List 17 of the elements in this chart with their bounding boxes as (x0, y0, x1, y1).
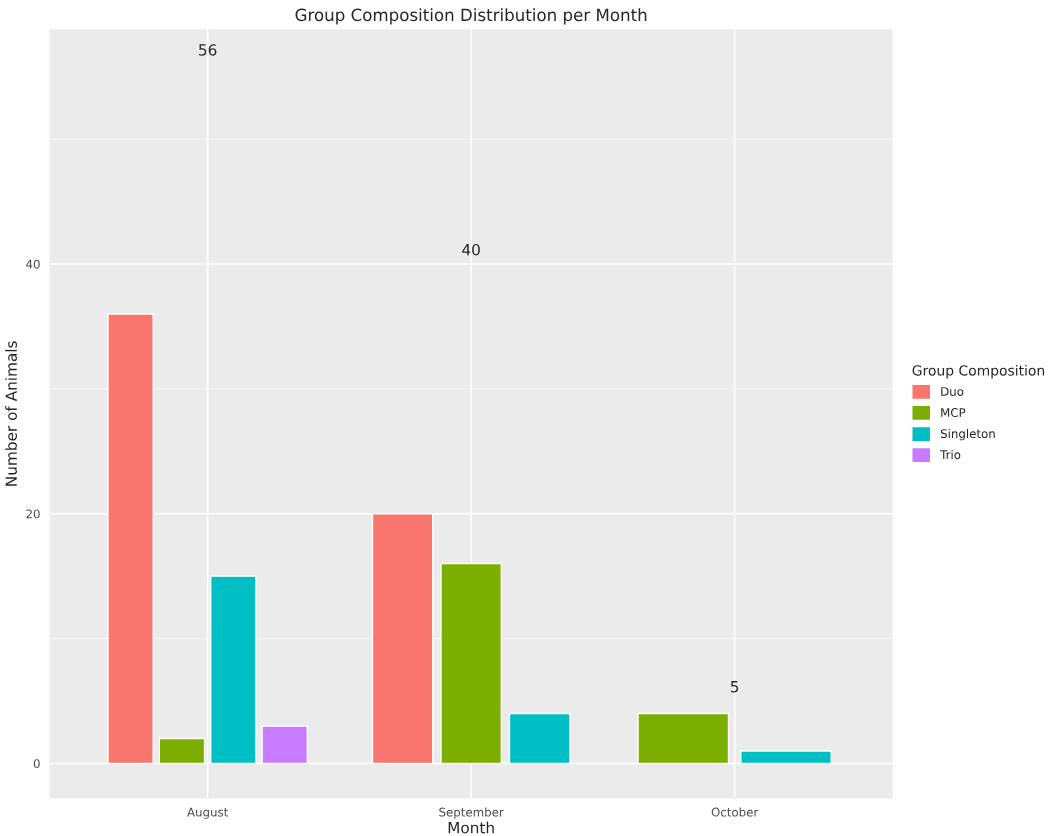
y-tick-label: 0 (33, 759, 40, 769)
legend-label: Trio (940, 450, 961, 460)
annotation: 5 (730, 681, 739, 693)
x-tick-label: October (711, 807, 759, 817)
legend-label: MCP (941, 408, 966, 417)
legend-title: Group Composition (912, 364, 1045, 379)
annotation: 56 (199, 44, 217, 56)
y-axis-title: Number of Animals (5, 341, 17, 486)
y-tick-label: 20 (26, 509, 40, 519)
legend-label: Singleton (940, 428, 995, 441)
x-tick-label: August (187, 807, 229, 819)
legend-label: Duo (941, 387, 964, 396)
annotation: 40 (462, 243, 480, 256)
x-axis-title: Month (448, 821, 494, 834)
chart-title: Group Composition Distribution per Month (295, 8, 647, 25)
x-tick-label: September (439, 807, 504, 819)
y-tick-label: 40 (26, 259, 40, 269)
